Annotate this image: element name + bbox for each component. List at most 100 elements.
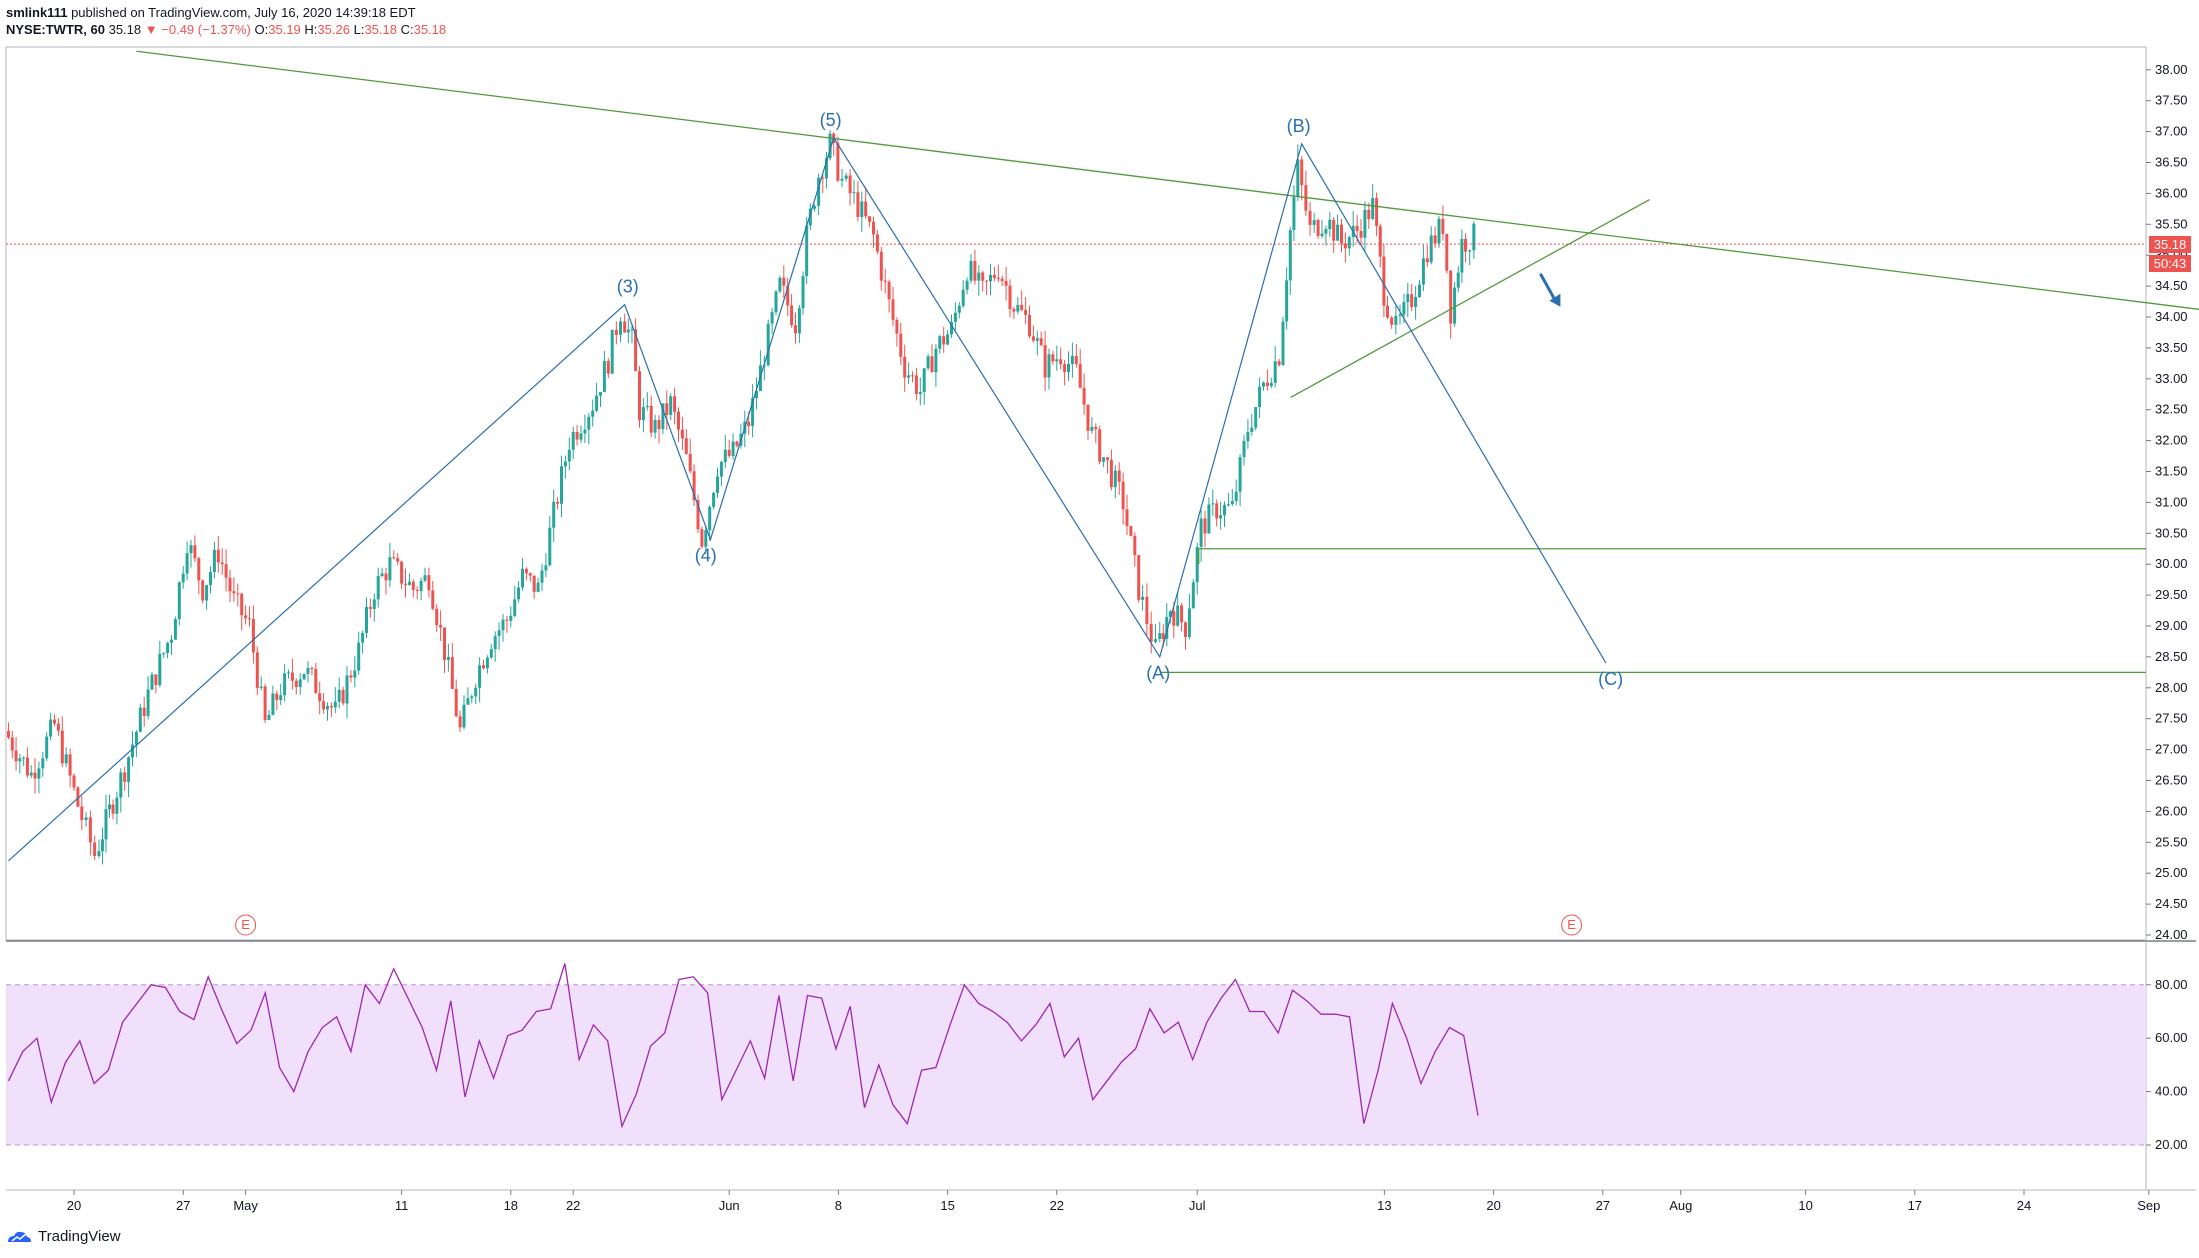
candle-body <box>1328 219 1332 229</box>
candle-body <box>587 416 591 430</box>
candle-body <box>64 754 68 764</box>
candle-body <box>1394 315 1398 325</box>
candle-body <box>1246 431 1250 442</box>
candle-body <box>423 575 427 581</box>
candle-body <box>509 615 513 621</box>
time-tick-label: Jun <box>719 1198 740 1213</box>
candle-body <box>918 391 922 395</box>
candle-body <box>891 299 895 320</box>
countdown-value: 50:43 <box>2154 256 2187 271</box>
symbol-label: NYSE:TWTR, 60 <box>6 22 105 37</box>
candle-body <box>209 572 212 586</box>
candle-body <box>18 758 22 762</box>
candle-body <box>388 557 392 581</box>
candle-body <box>623 321 627 333</box>
candle-body <box>700 529 704 547</box>
candle-body <box>957 305 961 313</box>
price-axis[interactable]: 38.0037.5037.0036.5036.0035.5035.0034.50… <box>2146 62 2188 942</box>
tradingview-logo[interactable]: TradingView <box>6 1228 121 1245</box>
high-value: 35.26 <box>317 22 350 37</box>
price-tick-label: 32.50 <box>2155 402 2188 417</box>
candle-body <box>298 679 302 687</box>
candle-body <box>895 319 899 334</box>
candle-body <box>14 750 18 762</box>
last-price: 35.18 <box>108 22 142 37</box>
candle-body <box>1199 518 1203 547</box>
candle-body <box>1039 338 1043 346</box>
candle-body <box>875 234 879 252</box>
candle-body <box>1191 582 1195 609</box>
candle-body <box>497 630 501 637</box>
candle-body <box>1102 457 1106 462</box>
candle-body <box>1359 231 1363 238</box>
wave-label: (3) <box>617 277 639 297</box>
candle-body <box>466 698 470 705</box>
candle-body <box>1063 364 1067 373</box>
candle-body <box>1258 386 1262 408</box>
candle-body <box>431 590 435 609</box>
trendline <box>136 50 2199 310</box>
candle-body <box>505 619 509 621</box>
price-tick-label: 37.00 <box>2155 124 2188 139</box>
candle-body <box>131 744 134 758</box>
rsi-band <box>6 984 2146 1146</box>
candle-body <box>25 757 29 776</box>
candle-body <box>731 441 735 457</box>
candle-body <box>1265 382 1269 387</box>
candle-body <box>45 736 49 759</box>
candle-body <box>1129 526 1133 536</box>
candle-body <box>450 657 454 689</box>
candle-body <box>887 281 891 300</box>
publisher-name[interactable]: smlink111 <box>6 5 68 20</box>
candle-body <box>1250 427 1254 432</box>
candle-body <box>524 568 528 574</box>
candle-body <box>177 582 181 620</box>
candle-body <box>770 312 774 324</box>
candle-body <box>812 205 816 209</box>
candle-body <box>454 688 458 717</box>
candle-body <box>322 701 326 710</box>
wave-labels: (3) (4) (5) (A) (B) (C) <box>617 110 1623 689</box>
candle-body <box>248 618 251 620</box>
candle-body <box>111 804 115 814</box>
candle-body <box>1418 284 1421 297</box>
candle-body <box>677 411 680 430</box>
candle-body <box>1234 491 1238 501</box>
price-tick-label: 27.00 <box>2155 742 2188 757</box>
candle-body <box>76 787 80 807</box>
price-tick-label: 25.50 <box>2155 834 2188 849</box>
candle-body <box>1028 314 1031 337</box>
candle-body <box>883 280 887 282</box>
candle-body <box>33 772 37 779</box>
candle-body <box>1226 504 1230 506</box>
time-axis[interactable]: 20 27 May 11 18 22 Jun 8 15 22 Jul 13 20 27 Aug 10 17 24 S… <box>67 1190 2161 1213</box>
candle-body <box>1078 364 1082 388</box>
candle-body <box>205 585 209 601</box>
candle-body <box>287 672 290 674</box>
price-tick-label: 31.50 <box>2155 464 2188 479</box>
candle-body <box>1098 429 1102 462</box>
candle-body <box>1316 220 1320 237</box>
candle-body <box>353 670 357 678</box>
candle-body <box>185 553 189 574</box>
candle-body <box>1425 258 1429 263</box>
candle-body <box>794 325 797 334</box>
earnings-marker <box>235 914 257 936</box>
time-tick-label: 15 <box>940 1198 954 1213</box>
candle-body <box>1320 233 1324 237</box>
price-tick-label: 27.50 <box>2155 711 2188 726</box>
candle-body <box>599 392 602 396</box>
candle-body <box>1406 294 1410 303</box>
current-price-tag: 35.18 50:43 <box>2149 236 2191 272</box>
rsi-axis[interactable]: 80.00 60.00 40.00 20.00 <box>2146 977 2188 1152</box>
candle-body <box>474 687 478 697</box>
candle-body <box>357 642 361 671</box>
candle-body <box>1203 518 1207 534</box>
candle-body <box>1043 345 1047 378</box>
candle-body <box>1242 441 1246 458</box>
candle-body <box>443 627 446 660</box>
candle-body <box>575 431 579 440</box>
price-tick-label: 32.00 <box>2155 433 2188 448</box>
candle-body <box>93 842 97 857</box>
